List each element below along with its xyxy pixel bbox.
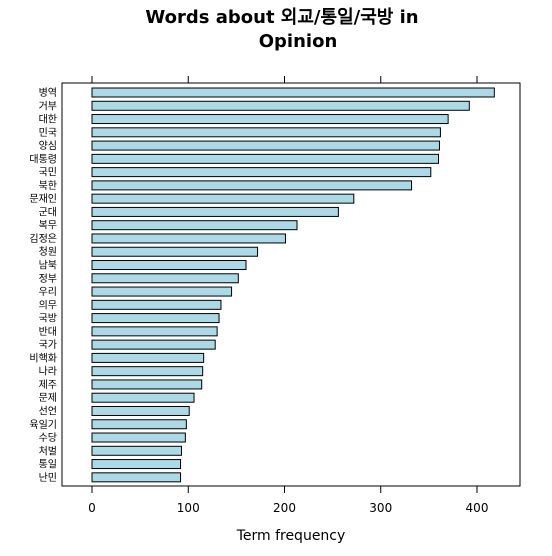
y-tick-label: 민국 bbox=[39, 127, 57, 139]
bar-김정은 bbox=[91, 233, 286, 244]
y-tick-label: 청원 bbox=[39, 246, 57, 258]
x-tick-label: 400 bbox=[466, 501, 489, 515]
y-tick-label: 정부 bbox=[39, 273, 57, 285]
bars-group bbox=[91, 87, 495, 483]
y-tick-label: 국민 bbox=[39, 167, 57, 179]
y-tick-labels: 병역거부대한민국양심대통령국민북한문재인군대복무김정은청원남북정부우리의무국방반… bbox=[29, 87, 57, 484]
y-tick-label: 우리 bbox=[39, 286, 57, 298]
bar-대통령 bbox=[91, 153, 439, 164]
y-tick-label: 의무 bbox=[39, 299, 57, 311]
y-tick-label: 대한 bbox=[39, 114, 57, 126]
bar-국민 bbox=[91, 167, 432, 178]
x-tick-label: 200 bbox=[273, 501, 296, 515]
y-tick-label: 남북 bbox=[39, 260, 57, 272]
y-tick-label: 거부 bbox=[39, 100, 57, 112]
bar-청원 bbox=[91, 246, 259, 257]
x-tick-label: 300 bbox=[369, 501, 392, 515]
y-tick-label: 나라 bbox=[39, 366, 57, 378]
y-tick-label: 복무 bbox=[39, 220, 57, 232]
y-tick-label: 문제 bbox=[39, 392, 57, 404]
y-tick-label: 김정은 bbox=[29, 233, 57, 245]
y-tick-label: 북한 bbox=[39, 180, 57, 192]
bar-우리 bbox=[91, 286, 233, 297]
x-tick-label: 0 bbox=[88, 501, 96, 515]
plot-frame bbox=[61, 82, 521, 487]
bar-선언 bbox=[91, 405, 190, 416]
bar-양심 bbox=[91, 140, 440, 151]
chart-title-line2: Opinion bbox=[259, 31, 338, 52]
bar-군대 bbox=[91, 206, 339, 217]
bar-민국 bbox=[91, 127, 441, 138]
bar-정부 bbox=[91, 273, 239, 284]
chart-title-line1: Words about 외교/통일/국방 in bbox=[145, 7, 418, 28]
bar-육일기 bbox=[91, 419, 187, 430]
bar-비핵화 bbox=[91, 352, 205, 363]
bar-거부 bbox=[91, 100, 470, 111]
y-tick-label: 문재인 bbox=[29, 193, 57, 205]
x-axis: 0 100 200 300 400 bbox=[88, 76, 488, 515]
bar-병역 bbox=[91, 87, 495, 98]
y-tick-label: 수당 bbox=[39, 432, 57, 444]
bar-제주 bbox=[91, 379, 203, 390]
bar-반대 bbox=[91, 326, 218, 337]
x-axis-label: Term frequency bbox=[236, 528, 346, 544]
bar-난민 bbox=[91, 472, 182, 483]
y-tick-label: 국가 bbox=[39, 339, 57, 351]
bar-복무 bbox=[91, 220, 298, 231]
y-tick-label: 처벌 bbox=[39, 445, 57, 457]
y-tick-label: 선언 bbox=[39, 405, 57, 417]
y-tick-label: 반대 bbox=[39, 326, 57, 338]
bar-남북 bbox=[91, 260, 247, 271]
bar-국방 bbox=[91, 313, 220, 324]
bar-수당 bbox=[91, 432, 186, 443]
y-tick-label: 통일 bbox=[39, 459, 57, 471]
bar-국가 bbox=[91, 339, 216, 350]
bar-대한 bbox=[91, 114, 449, 125]
y-tick-label: 군대 bbox=[39, 206, 57, 218]
bar-문제 bbox=[91, 392, 195, 403]
bar-북한 bbox=[91, 180, 413, 191]
y-tick-label: 육일기 bbox=[29, 419, 57, 431]
y-tick-label: 난민 bbox=[39, 472, 57, 484]
y-tick-label: 제주 bbox=[39, 379, 57, 391]
bar-나라 bbox=[91, 366, 204, 377]
y-tick-label: 양심 bbox=[39, 140, 57, 152]
y-tick-label: 병역 bbox=[39, 87, 57, 99]
bar-문재인 bbox=[91, 193, 355, 204]
y-tick-label: 비핵화 bbox=[29, 352, 57, 364]
x-tick-label: 100 bbox=[177, 501, 200, 515]
y-tick-label: 대통령 bbox=[29, 153, 57, 165]
y-tick-label: 국방 bbox=[39, 313, 57, 325]
bar-통일 bbox=[91, 459, 182, 470]
bar-처벌 bbox=[91, 445, 183, 456]
bar-의무 bbox=[91, 299, 222, 310]
